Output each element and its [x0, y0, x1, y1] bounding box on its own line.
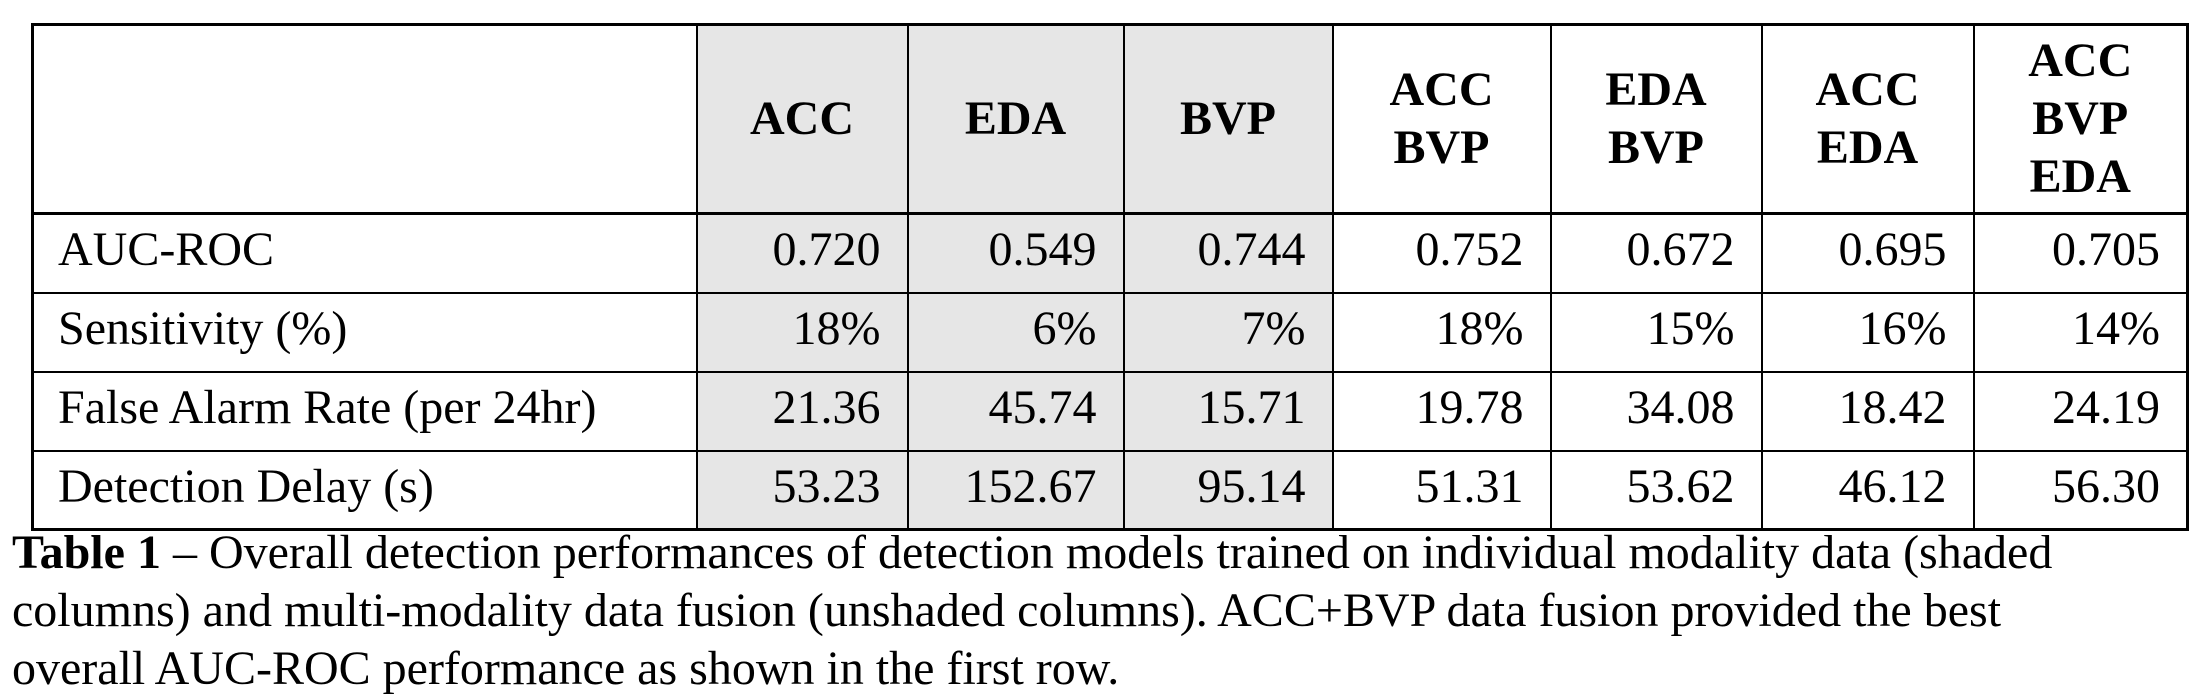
table-body: AUC-ROC 0.720 0.549 0.744 0.752 0.672 0.695 0.7…: [31, 212, 2189, 531]
data-cell: 0.672: [1549, 212, 1763, 294]
data-cell: 95.14: [1122, 449, 1334, 531]
column-header-cell: ACC BVP EDA: [1972, 23, 2189, 215]
column-header-cell: EDA: [906, 23, 1125, 215]
data-cell: 152.67: [906, 449, 1125, 531]
table-caption: Table 1 – Overall detection performances…: [12, 524, 2202, 698]
row-label-cell: False Alarm Rate (per 24hr): [31, 370, 698, 452]
row-label-cell: AUC-ROC: [31, 212, 698, 294]
table-header-row: ACC EDA BVP ACC BVP EDA BVP ACC EDA ACC BVP ED…: [31, 23, 2189, 215]
column-header-cell: ACC BVP: [1331, 23, 1552, 215]
data-cell: 0.744: [1122, 212, 1334, 294]
data-cell: 15.71: [1122, 370, 1334, 452]
data-cell: 18%: [1331, 291, 1552, 373]
data-cell: 6%: [906, 291, 1125, 373]
row-label-cell: Sensitivity (%): [31, 291, 698, 373]
corner-cell: [31, 23, 698, 215]
data-cell: 16%: [1760, 291, 1975, 373]
row-label-cell: Detection Delay (s): [31, 449, 698, 531]
data-cell: 0.695: [1760, 212, 1975, 294]
data-cell: 45.74: [906, 370, 1125, 452]
column-header-cell: EDA BVP: [1549, 23, 1763, 215]
data-cell: 21.36: [695, 370, 909, 452]
table-row: Sensitivity (%) 18% 6% 7% 18% 15% 16% 14%: [31, 291, 2189, 373]
data-cell: 15%: [1549, 291, 1763, 373]
table-row: Detection Delay (s) 53.23 152.67 95.14 51.31…: [31, 449, 2189, 531]
data-cell: 51.31: [1331, 449, 1552, 531]
table-row: False Alarm Rate (per 24hr) 21.36 45.74 15.…: [31, 370, 2189, 452]
caption-line-1: Table 1 – Overall detection performances…: [12, 524, 2202, 582]
data-cell: 18.42: [1760, 370, 1975, 452]
caption-line-2: columns) and multi-modality data fusion …: [12, 584, 2002, 637]
data-cell: 56.30: [1972, 449, 2189, 531]
column-header-cell: ACC: [695, 23, 909, 215]
caption-line-3: overall AUC-ROC performance as shown in …: [12, 642, 1120, 695]
caption-text-1: – Overall detection performances of dete…: [172, 526, 2053, 579]
results-table: ACC EDA BVP ACC BVP EDA BVP ACC EDA ACC BVP ED…: [31, 23, 2189, 531]
data-cell: 53.62: [1549, 449, 1763, 531]
caption-table-number: Table 1: [12, 526, 161, 579]
data-cell: 24.19: [1972, 370, 2189, 452]
data-cell: 0.549: [906, 212, 1125, 294]
column-header-cell: ACC EDA: [1760, 23, 1975, 215]
data-cell: 7%: [1122, 291, 1334, 373]
data-cell: 0.752: [1331, 212, 1552, 294]
data-cell: 0.720: [695, 212, 909, 294]
table-row: AUC-ROC 0.720 0.549 0.744 0.752 0.672 0.695 0.7…: [31, 212, 2189, 294]
data-cell: 53.23: [695, 449, 909, 531]
data-cell: 0.705: [1972, 212, 2189, 294]
column-header-cell: BVP: [1122, 23, 1334, 215]
data-cell: 14%: [1972, 291, 2189, 373]
data-cell: 18%: [695, 291, 909, 373]
data-cell: 19.78: [1331, 370, 1552, 452]
data-cell: 34.08: [1549, 370, 1763, 452]
data-cell: 46.12: [1760, 449, 1975, 531]
